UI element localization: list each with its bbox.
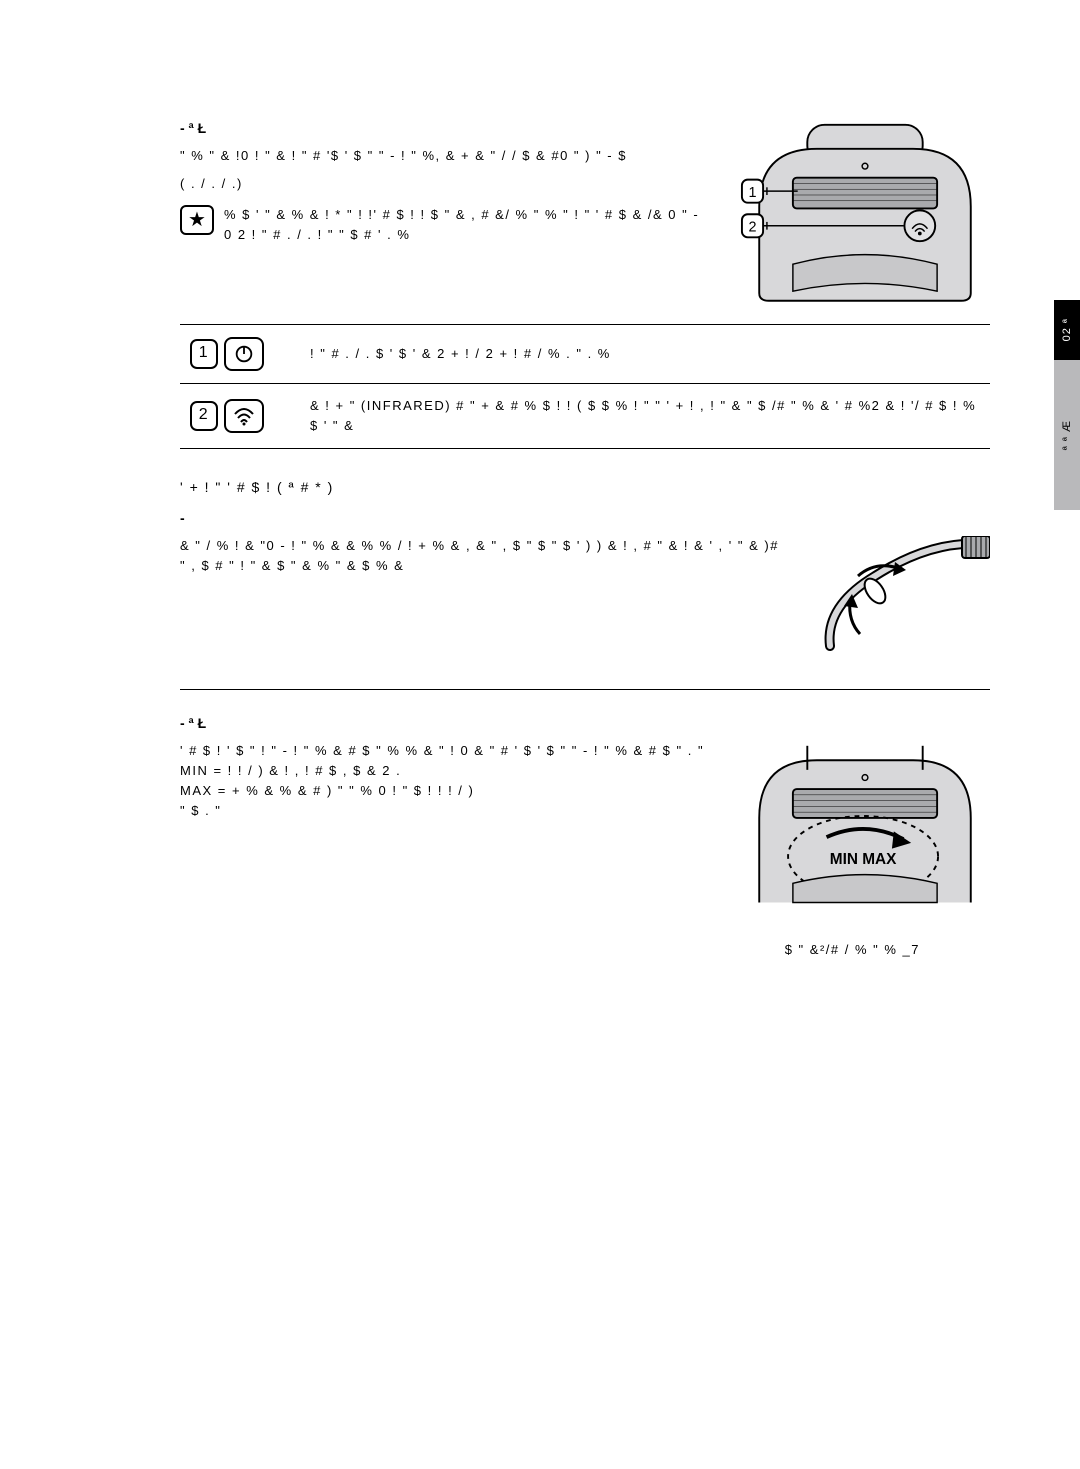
section1-header: - ª Ł [180, 120, 710, 136]
section3-para1: ' # $ ! ' $ " ! " - ! " % & # $ " % % & … [180, 741, 710, 761]
control-desc-2: & ! + " (INFRARED) # " + & # % $ ! ! ( $… [300, 383, 990, 448]
section2-para: & " / % ! & "0 - ! " % & & % % / ! + % &… [180, 536, 790, 576]
vacuum-minmax-illustration: MIN MAX [740, 741, 990, 907]
section3-max2: " $ . " [180, 801, 710, 821]
tab-top-text: 02 ª [1061, 318, 1073, 341]
power-icon [224, 337, 264, 371]
section1-row: - ª Ł " % " & !0 ! " & ! " # '$ ' $ " " … [180, 120, 990, 306]
table-row: 2 & ! + " (INFRARED) # " + & # % $ ! ! (… [180, 383, 990, 448]
note-text: % $ ' " & % & ! * " ! !' # $ ! ! $ " & ,… [224, 205, 710, 244]
svg-text:2: 2 [748, 220, 756, 236]
control-icon-cell-1: 1 [180, 324, 300, 383]
controls-table: 1 ! " # . / . $ ' $ ' & 2 + ! / 2 + ! # … [180, 324, 990, 449]
section3-text: ' # $ ! ' $ " ! " - ! " % & # $ " % % & … [180, 741, 710, 822]
control-desc-1: ! " # . / . $ ' $ ' & 2 + ! / 2 + ! # / … [300, 324, 990, 383]
star-icon: ★ [180, 205, 214, 235]
control-icon-cell-2: 2 [180, 383, 300, 448]
section-body-remote: - ª Ł " % " & !0 ! " & ! " # '$ ' $ " " … [180, 120, 990, 449]
num-box-1: 1 [190, 339, 218, 369]
divider [180, 689, 990, 690]
infrared-icon [224, 399, 264, 433]
tab-bottom: ª ª Æ [1054, 360, 1080, 510]
section-hose: - & " / % ! & "0 - ! " % & & % % / ! + %… [180, 510, 990, 659]
section2-header: - [180, 510, 990, 526]
section3-header: - ª Ł [180, 715, 990, 731]
section-minmax: - ª Ł ' # $ ! ' $ " ! " - ! " % & # $ " … [180, 715, 990, 907]
vacuum-top-illustration: 1 2 [740, 120, 990, 306]
section1-para2: ( . / . / .) [180, 174, 710, 194]
tab-bottom-text: ª ª Æ [1061, 420, 1073, 450]
svg-text:1: 1 [748, 185, 756, 201]
section-tab: 02 ª ª ª Æ [1054, 300, 1080, 510]
table-row: 1 ! " # . / . $ ' $ ' & 2 + ! / 2 + ! # … [180, 324, 990, 383]
section1-text: - ª Ł " % " & !0 ! " & ! " # '$ ' $ " " … [180, 120, 710, 306]
page-footer: $ " &²/# / % " % _7 [785, 942, 920, 957]
tab-top: 02 ª [1054, 300, 1080, 360]
section3-min: MIN = ! ! / ) & ! , ! # $ , $ & 2 . [180, 761, 710, 781]
section1-para1: " % " & !0 ! " & ! " # '$ ' $ " " - ! " … [180, 146, 710, 166]
svg-text:MIN MAX: MIN MAX [830, 851, 897, 868]
note-row: ★ % $ ' " & % & ! * " ! !' # $ ! ! $ " &… [180, 205, 710, 252]
hose-illustration [820, 536, 990, 659]
subheading: ' + ! " ' # $ ! ( ª # * ) [180, 479, 990, 495]
num-box-2: 2 [190, 401, 218, 431]
section3-max: MAX = + % & % & # ) " " % 0 ! " $ ! ! ! … [180, 781, 710, 801]
